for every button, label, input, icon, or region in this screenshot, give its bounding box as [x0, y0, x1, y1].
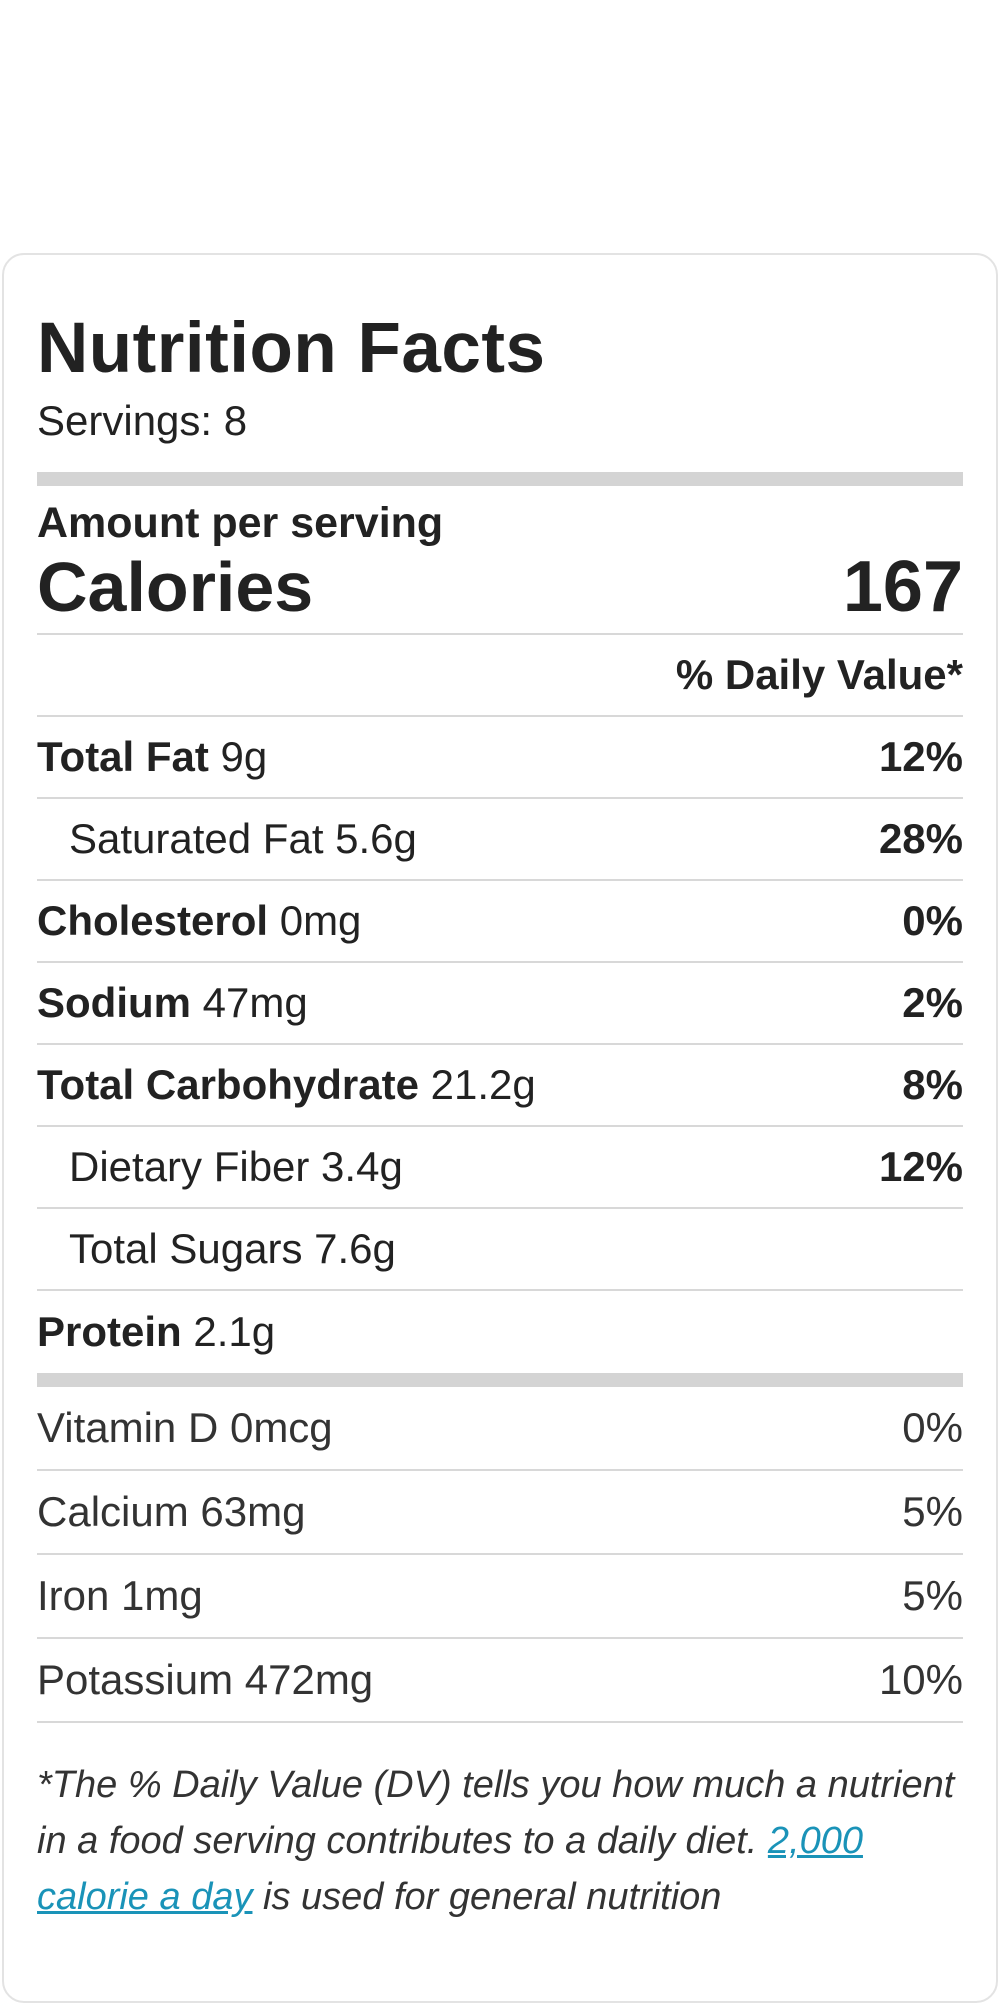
- nutrient-row-total-fat: Total Fat 9g 12%: [37, 717, 963, 800]
- nutrient-name: Total Carbohydrate: [37, 1061, 419, 1109]
- servings: Servings: 8: [37, 397, 248, 444]
- vitamin-name: Vitamin D 0mcg: [37, 1404, 333, 1452]
- nutrient-name: Total Fat: [37, 733, 209, 781]
- thick-divider: [37, 472, 963, 487]
- vitamin-pct: 5%: [902, 1572, 963, 1620]
- footnote-rest: is used for general nutrition: [252, 1876, 722, 1919]
- calories-row: Calories 167: [37, 547, 963, 636]
- vitamin-pct: 5%: [902, 1488, 963, 1536]
- nutrient-pct: 0%: [902, 897, 963, 945]
- nutrient-row-dietary-fiber: Dietary Fiber 3.4g 12%: [37, 1127, 963, 1210]
- nutrient-name: Saturated Fat 5.6g: [69, 815, 417, 863]
- nutrient-row-cholesterol: Cholesterol 0mg 0%: [37, 881, 963, 964]
- nutrient-row-total-carbohydrate: Total Carbohydrate 21.2g 8%: [37, 1045, 963, 1128]
- vitamin-row-calcium: Calcium 63mg 5%: [37, 1471, 963, 1556]
- nutrient-pct: 2%: [902, 979, 963, 1027]
- calories-value: 167: [842, 547, 963, 628]
- thick-divider: [37, 1373, 963, 1388]
- nutrient-row-protein: Protein 2.1g: [37, 1291, 963, 1373]
- calorie-link[interactable]: 2,000 calorie a day: [37, 1820, 863, 1919]
- nutrient-amount: 2.1g: [181, 1308, 276, 1356]
- nutrient-name: Total Sugars 7.6g: [69, 1225, 396, 1273]
- vitamin-pct: 10%: [878, 1656, 963, 1704]
- nutrient-row-saturated-fat: Saturated Fat 5.6g 28%: [37, 799, 963, 882]
- vitamin-name: Iron 1mg: [37, 1572, 203, 1620]
- daily-value-footnote: *The % Daily Value (DV) tells you how mu…: [37, 1757, 963, 1925]
- nutrient-amount: 21.2g: [418, 1061, 536, 1109]
- nutrient-amount: 0mg: [268, 897, 362, 945]
- nutrition-card: Nutrition Facts Servings: 8 Amount per s…: [2, 253, 998, 2003]
- nutrient-row-sodium: Sodium 47mg 2%: [37, 963, 963, 1046]
- nutrient-row-total-sugars: Total Sugars 7.6g: [37, 1209, 963, 1292]
- vitamin-name: Potassium 472mg: [37, 1656, 374, 1704]
- daily-value-header: % Daily Value*: [37, 635, 963, 718]
- nutrient-name: Protein: [37, 1308, 182, 1356]
- vitamin-pct: 0%: [902, 1404, 963, 1452]
- nutrient-pct: 12%: [878, 733, 963, 781]
- nutrient-amount: 47mg: [191, 979, 308, 1027]
- vitamin-row-iron: Iron 1mg 5%: [37, 1555, 963, 1640]
- daily-value-label: % Daily Value*: [675, 651, 963, 699]
- nutrient-name: Cholesterol: [37, 897, 269, 945]
- calories-label: Calories: [37, 548, 314, 627]
- nutrient-pct: 12%: [878, 1143, 963, 1191]
- nutrient-pct: 28%: [878, 815, 963, 863]
- amount-per-serving: Amount per serving: [37, 499, 444, 548]
- vitamin-name: Calcium 63mg: [37, 1488, 306, 1536]
- nutrient-name: Dietary Fiber 3.4g: [69, 1143, 403, 1191]
- nutrition-title: Nutrition Facts: [37, 309, 546, 388]
- footnote-text: *The % Daily Value (DV) tells you how mu…: [37, 1764, 955, 1863]
- nutrient-name: Sodium: [37, 979, 191, 1027]
- vitamin-row-potassium: Potassium 472mg 10%: [37, 1639, 963, 1724]
- nutrition-panel: Nutrition Facts Servings: 8 Amount per s…: [37, 305, 963, 1925]
- nutrient-pct: 8%: [902, 1061, 963, 1109]
- vitamin-row-vitamin-d: Vitamin D 0mcg 0%: [37, 1387, 963, 1472]
- nutrient-amount: 9g: [208, 733, 268, 781]
